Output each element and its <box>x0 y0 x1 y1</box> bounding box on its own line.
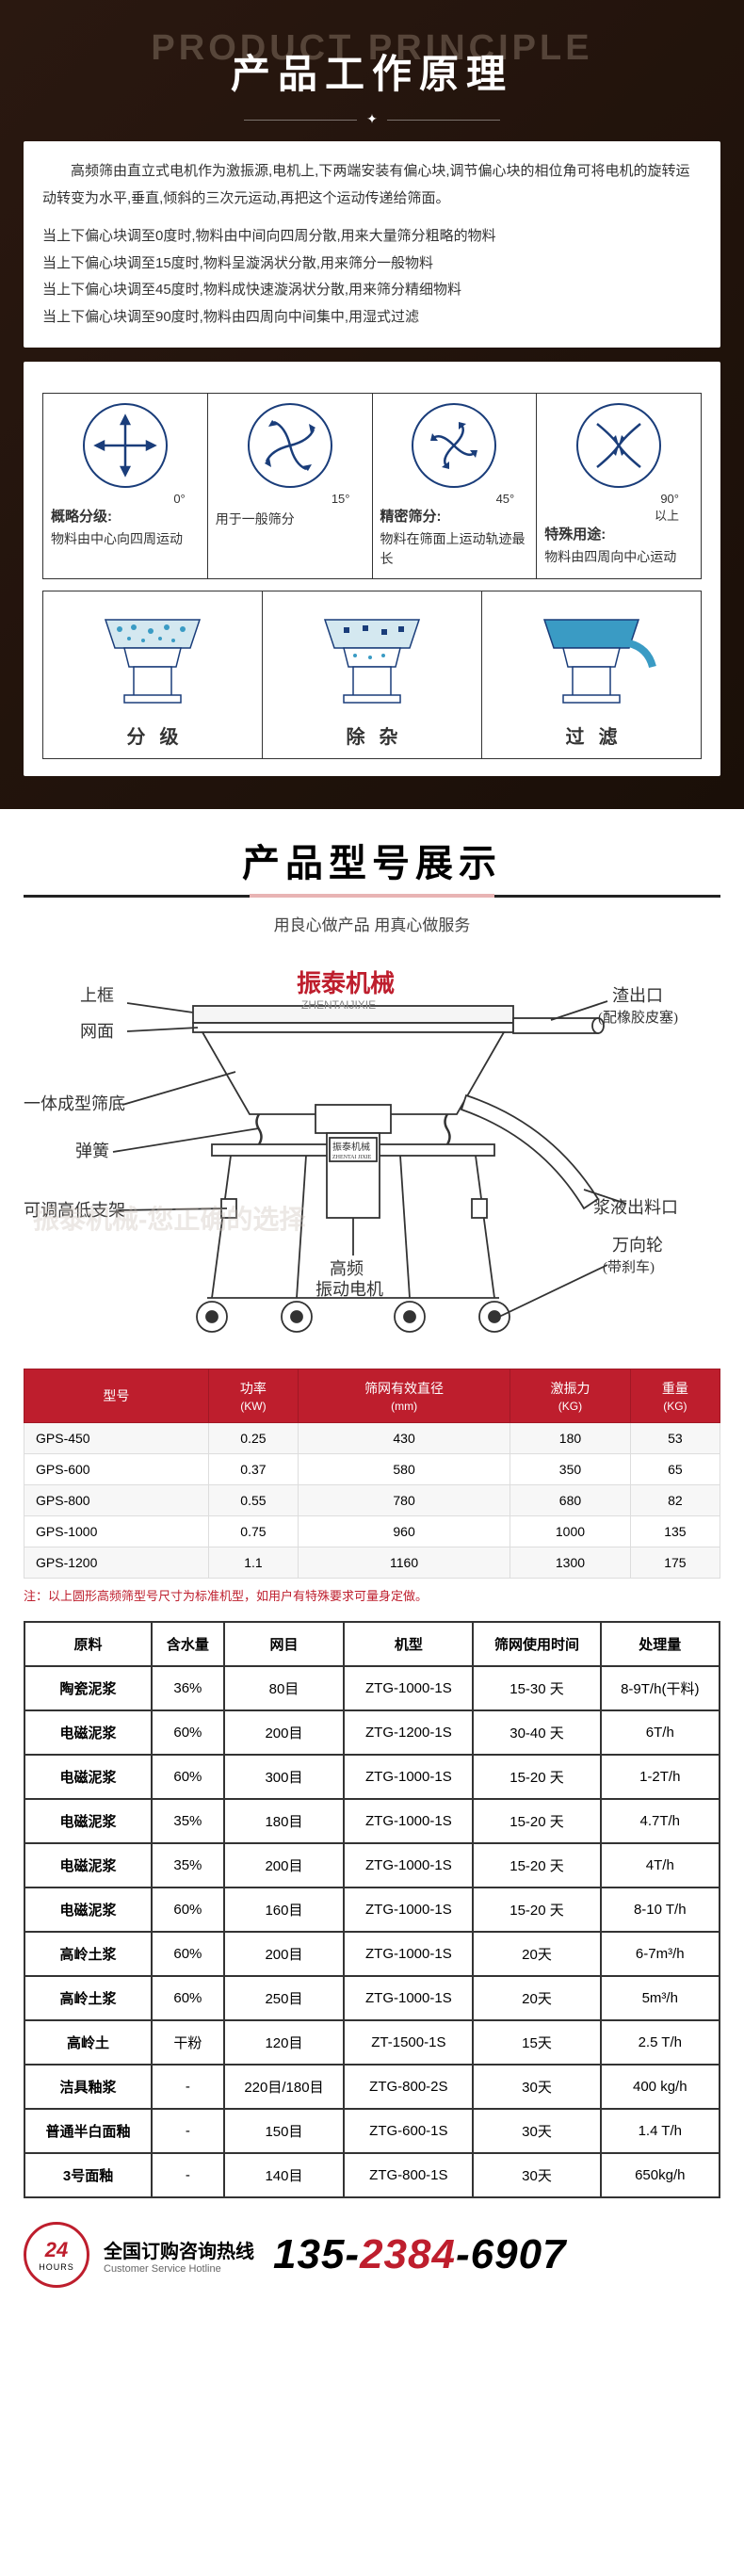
table-row: 洁具釉浆-220目/180目ZTG-800-2S30天400 kg/h <box>24 2065 720 2109</box>
label-plate-en: ZHENTAI JIXIE <box>332 1155 372 1160</box>
pattern-cell-1: 15° 用于一般筛分 <box>207 393 373 579</box>
hotline-cn: 全国订购咨询热线 <box>104 2236 254 2263</box>
brand-en: ZHENTAIJIXIE <box>301 998 376 1012</box>
pattern-diagram-0 <box>83 403 168 488</box>
pattern-head-3: 特殊用途: <box>544 524 693 543</box>
pattern-desc-1: 用于一般筛分 <box>216 510 364 529</box>
pattern-head-0: 概略分级: <box>51 506 200 526</box>
function-cell-2: 过滤 <box>481 591 702 759</box>
label-l2: 网面 <box>80 1022 114 1041</box>
hotline-footer: 24 HOURS 全国订购咨询热线 Customer Service Hotli… <box>0 2222 744 2302</box>
pattern-head-2: 精密筛分: <box>380 506 529 526</box>
label-c1: 高频 <box>330 1259 364 1278</box>
angle-0: 0° <box>51 492 200 506</box>
hotline-icon: 24 HOURS <box>24 2222 89 2288</box>
hotline-number: 135-2384-6907 <box>273 2231 567 2278</box>
function-cell-0: 分级 <box>42 591 263 759</box>
material-table: 原料含水量网目机型筛网使用时间处理量 陶瓷泥浆36%80目ZTG-1000-1S… <box>24 1621 720 2198</box>
table-row: 高岭土浆60%200目ZTG-1000-1S20天6-7m³/h <box>24 1932 720 1976</box>
function-diagram-1 <box>297 601 447 714</box>
divider-icon: ✦ <box>0 111 744 127</box>
function-diagram-0 <box>77 601 228 714</box>
label-l4: 弹簧 <box>75 1142 109 1160</box>
hotline-label: 全国订购咨询热线 Customer Service Hotline <box>104 2236 254 2275</box>
table-header: 筛网有效直径(mm) <box>299 1369 510 1423</box>
spec-2: 当上下偏心块调至45度时,物料成快速漩涡状分散,用来筛分精细物料 <box>42 277 702 304</box>
pattern-cell-0: 0° 概略分级: 物料由中心向四周运动 <box>42 393 208 579</box>
table-row: 电磁泥浆35%180目ZTG-1000-1S15-20 天4.7T/h <box>24 1799 720 1843</box>
table-row: 电磁泥浆60%160目ZTG-1000-1S15-20 天8-10 T/h <box>24 1887 720 1932</box>
table-row: GPS-8000.5578068082 <box>24 1485 720 1516</box>
label-r2: 浆液出料口 <box>593 1198 678 1217</box>
table-header: 原料 <box>24 1622 152 1666</box>
function-label-2: 过滤 <box>492 721 691 749</box>
watermark: 振泰机械-您正确的选择 <box>33 1199 305 1237</box>
function-label-1: 除杂 <box>272 721 472 749</box>
table-header: 激振力(KG) <box>510 1369 631 1423</box>
intro-box: 高频筛由直立式电机作为激振源,电机上,下两端安装有偏心块,调节偏心块的相位角可将… <box>24 141 720 348</box>
label-c2: 振动电机 <box>315 1280 383 1299</box>
label-plate: 振泰机械 <box>332 1141 370 1153</box>
section2-title: 产品型号展示 <box>24 833 720 898</box>
table-header: 功率(KW) <box>208 1369 298 1423</box>
angle-3: 90° 以上 <box>544 492 693 524</box>
label-r1b: (配橡胶皮塞) <box>598 1009 678 1026</box>
table-header: 型号 <box>24 1369 209 1423</box>
table-row: 高岭土浆60%250目ZTG-1000-1S20天5m³/h <box>24 1976 720 2020</box>
pattern-desc-3: 物料由四周向中心运动 <box>544 547 693 567</box>
three-function-grid: 分级 除杂 过滤 <box>42 591 702 759</box>
label-r1: 渣出口 <box>612 986 663 1005</box>
pattern-diagram-2 <box>412 403 496 488</box>
hotline-en: Customer Service Hotline <box>104 2263 254 2275</box>
function-cell-1: 除杂 <box>262 591 482 759</box>
function-label-0: 分级 <box>53 721 252 749</box>
table-row: 3号面釉-140目ZTG-800-1S30天650kg/h <box>24 2153 720 2197</box>
hotline-24-text: 24 <box>45 2238 68 2262</box>
table-row: 普通半白面釉-150目ZTG-600-1S30天1.4 T/h <box>24 2109 720 2153</box>
model-section: 产品型号展示 用良心做产品 用真心做服务 振泰机械-您正确的选择 <box>0 809 744 2325</box>
table-row: GPS-4500.2543018053 <box>24 1423 720 1454</box>
pattern-desc-0: 物料由中心向四周运动 <box>51 529 200 549</box>
angle-2: 45° <box>380 492 529 506</box>
angle-1: 15° <box>216 492 364 506</box>
table-row: GPS-6000.3758035065 <box>24 1454 720 1485</box>
table-row: 电磁泥浆60%200目ZTG-1200-1S30-40 天6T/h <box>24 1710 720 1755</box>
title-chinese: 产品工作原理 <box>0 42 744 100</box>
label-r3: 万向轮 <box>612 1236 663 1255</box>
pattern-cell-3: 90° 以上 特殊用途: 物料由四周向中心运动 <box>536 393 702 579</box>
spec-table: 型号功率(KW)筛网有效直径(mm)激振力(KG)重量(KG) GPS-4500… <box>24 1369 720 1579</box>
label-r3b: (带刹车) <box>603 1259 655 1275</box>
intro-text: 高频筛由直立式电机作为激振源,电机上,下两端安装有偏心块,调节偏心块的相位角可将… <box>42 158 702 212</box>
table-row: 电磁泥浆35%200目ZTG-1000-1S15-20 天4T/h <box>24 1843 720 1887</box>
table-header: 筛网使用时间 <box>473 1622 600 1666</box>
spec-0: 当上下偏心块调至0度时,物料由中间向四周分散,用来大量筛分粗略的物料 <box>42 223 702 251</box>
table-header: 网目 <box>224 1622 345 1666</box>
section2-subtitle: 用良心做产品 用真心做服务 <box>0 912 744 935</box>
table-row: 电磁泥浆60%300目ZTG-1000-1S15-20 天1-2T/h <box>24 1755 720 1799</box>
machine-diagram: 振泰机械-您正确的选择 <box>24 954 720 1350</box>
table-row: GPS-12001.111601300175 <box>24 1547 720 1579</box>
table-header: 处理量 <box>601 1622 720 1666</box>
pattern-desc-2: 物料在筛面上运动轨迹最长 <box>380 529 529 569</box>
table-row: GPS-10000.759601000135 <box>24 1516 720 1547</box>
pattern-diagram-3 <box>576 403 661 488</box>
brand-cn: 振泰机械 <box>297 969 395 997</box>
four-pattern-box: 0° 概略分级: 物料由中心向四周运动 15° 用于一般筛分 45° 精密筛分:… <box>24 362 720 776</box>
hotline-hours-text: HOURS <box>39 2262 74 2272</box>
table-row: 高岭土干粉120目ZT-1500-1S15天2.5 T/h <box>24 2020 720 2065</box>
table-header: 机型 <box>344 1622 473 1666</box>
table-header: 含水量 <box>152 1622 224 1666</box>
spec-3: 当上下偏心块调至90度时,物料由四周向中间集中,用湿式过滤 <box>42 304 702 332</box>
label-l1: 上框 <box>80 986 114 1005</box>
function-diagram-2 <box>516 601 667 714</box>
principle-section: PRODUCT PRINCIPLE 产品工作原理 ✦ 高频筛由直立式电机作为激振… <box>0 0 744 809</box>
label-l3: 一体成型筛底 <box>24 1094 125 1113</box>
spec-1: 当上下偏心块调至15度时,物料呈漩涡状分散,用来筛分一般物料 <box>42 251 702 278</box>
pattern-cell-2: 45° 精密筛分: 物料在筛面上运动轨迹最长 <box>372 393 538 579</box>
table-row: 陶瓷泥浆36%80目ZTG-1000-1S15-30 天8-9T/h(干料) <box>24 1666 720 1710</box>
table-note: 注：以上圆形高频筛型号尺寸为标准机型，如用户有特殊要求可量身定做。 <box>24 1586 720 1604</box>
table-header: 重量(KG) <box>630 1369 720 1423</box>
pattern-diagram-1 <box>248 403 332 488</box>
four-pattern-grid: 0° 概略分级: 物料由中心向四周运动 15° 用于一般筛分 45° 精密筛分:… <box>42 393 702 579</box>
